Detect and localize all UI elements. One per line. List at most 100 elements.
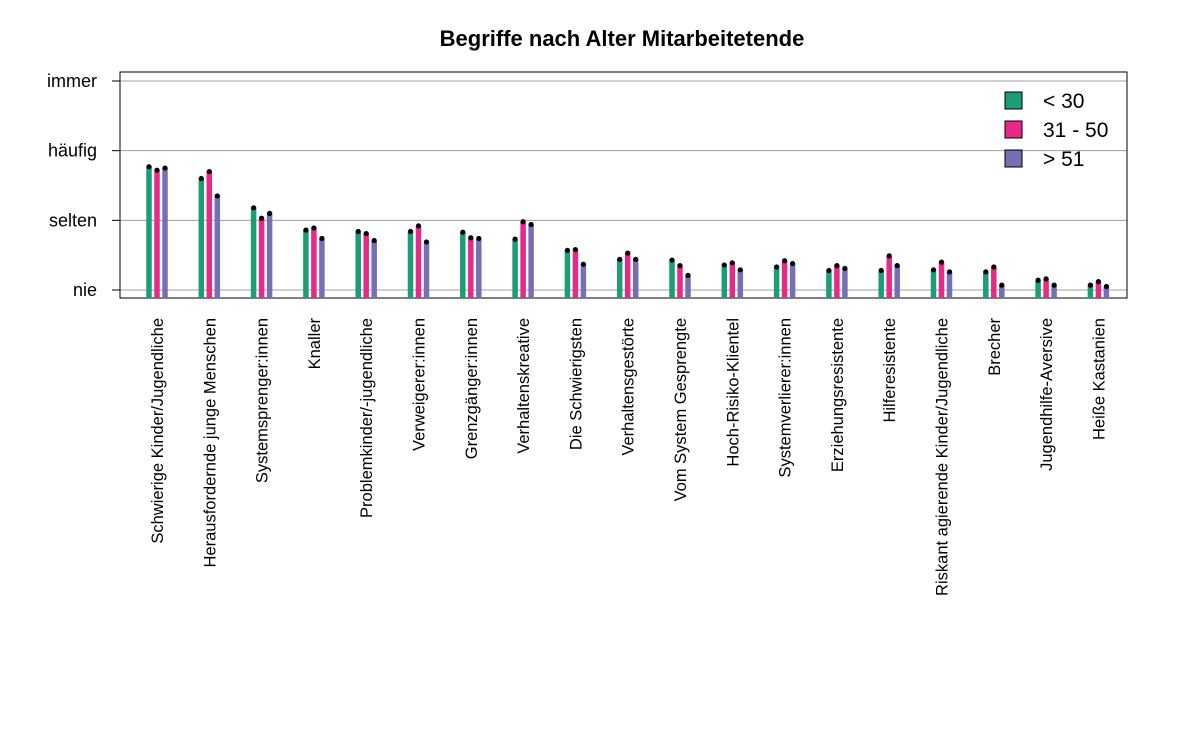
x-tick-label: Knaller xyxy=(306,318,324,370)
bars xyxy=(146,166,1110,298)
bar xyxy=(991,267,997,298)
y-tick-label: selten xyxy=(49,210,97,230)
data-point xyxy=(1095,279,1101,285)
data-point xyxy=(633,256,639,262)
data-point xyxy=(677,263,683,269)
data-point xyxy=(1043,276,1049,282)
bar xyxy=(468,237,474,298)
data-point xyxy=(1035,277,1041,283)
bar xyxy=(729,262,736,298)
data-point xyxy=(363,230,369,237)
legend-label: > 51 xyxy=(1043,148,1084,171)
data-point xyxy=(983,269,989,275)
bar xyxy=(1043,278,1049,298)
x-tick-label: Erziehungsresistente xyxy=(829,318,847,472)
bar xyxy=(363,233,369,298)
data-point xyxy=(894,263,900,269)
x-axis-labels: Schwierige Kinder/Jugendliche Herausforde… xyxy=(149,318,1108,596)
data-point xyxy=(303,227,309,233)
data-point xyxy=(685,272,691,278)
bar xyxy=(460,232,466,298)
x-tick-label: Problemkinder/-jugendliche xyxy=(358,318,376,518)
data-point xyxy=(460,229,466,235)
bar xyxy=(721,264,728,298)
data-point xyxy=(162,165,168,171)
bar xyxy=(1051,285,1057,298)
bar xyxy=(162,168,168,298)
data-point xyxy=(737,267,743,273)
data-point xyxy=(206,168,212,175)
bar xyxy=(938,262,945,298)
data-point xyxy=(999,282,1005,288)
data-point xyxy=(669,257,675,263)
bar xyxy=(572,249,579,298)
bar xyxy=(580,264,587,298)
data-point xyxy=(423,239,430,245)
legend-label: < 30 xyxy=(1043,90,1084,113)
data-point xyxy=(512,236,518,242)
data-point xyxy=(355,228,361,235)
bar xyxy=(781,260,788,298)
bar xyxy=(198,178,205,298)
bar xyxy=(946,271,953,298)
bar xyxy=(834,265,840,298)
x-tick-label: Die Schwierigsten xyxy=(567,318,585,450)
y-axis: nie selten häufig immer xyxy=(47,71,121,300)
data-point xyxy=(319,235,325,242)
y-tick-label: nie xyxy=(73,280,97,300)
bar xyxy=(1035,280,1041,298)
bar xyxy=(789,263,796,298)
data-point xyxy=(1103,283,1109,290)
data-point xyxy=(468,235,474,241)
bar xyxy=(677,265,683,298)
bar xyxy=(826,270,832,298)
legend-swatch xyxy=(1004,91,1023,110)
bar xyxy=(1087,285,1094,298)
x-tick-label: Herausfordernde junge Menschen xyxy=(201,318,219,568)
bar xyxy=(983,271,989,298)
x-tick-label: Verhaltensgestörte xyxy=(620,318,638,456)
data-point xyxy=(886,253,892,259)
data-point xyxy=(572,246,579,253)
data-point xyxy=(930,267,937,273)
data-point xyxy=(520,219,526,225)
data-point xyxy=(1087,282,1093,288)
bar xyxy=(894,265,900,298)
bar xyxy=(319,238,325,298)
x-tick-label: Grenzgänger:innen xyxy=(463,318,481,459)
x-tick-label: Riskant agierende Kinder/Jugendliche xyxy=(934,318,952,596)
x-tick-label: Jugendhilfe-Aversive xyxy=(1038,318,1056,471)
data-point xyxy=(617,256,623,262)
legend-swatch xyxy=(1004,149,1023,168)
bar xyxy=(250,207,257,298)
x-tick-label: Heiße Kastanien xyxy=(1090,318,1108,440)
data-point xyxy=(267,210,273,216)
x-tick-label: Hilferesistente xyxy=(881,318,899,423)
bar xyxy=(669,260,675,298)
bar xyxy=(415,225,422,298)
data-point xyxy=(214,193,220,199)
bar xyxy=(520,221,526,298)
legend-swatch xyxy=(1004,120,1023,139)
bar xyxy=(355,231,361,298)
bar xyxy=(1103,286,1110,298)
bar xyxy=(206,171,213,298)
bar xyxy=(512,239,518,298)
data-point xyxy=(580,261,587,267)
bar xyxy=(423,241,430,298)
x-tick-label: Vom System Gesprengte xyxy=(672,318,690,501)
data-point xyxy=(476,235,482,242)
bar xyxy=(999,285,1005,298)
x-tick-label: Systemverlierer:innen xyxy=(777,318,795,478)
data-point xyxy=(721,262,727,268)
bar xyxy=(930,269,937,298)
bar xyxy=(737,269,744,298)
data-point xyxy=(774,264,780,270)
bar xyxy=(407,231,414,298)
data-point xyxy=(198,175,204,182)
data-point xyxy=(564,247,571,253)
data-point xyxy=(826,267,832,274)
data-point xyxy=(1051,282,1057,288)
y-tick-label: immer xyxy=(47,71,97,91)
bar xyxy=(266,213,273,298)
